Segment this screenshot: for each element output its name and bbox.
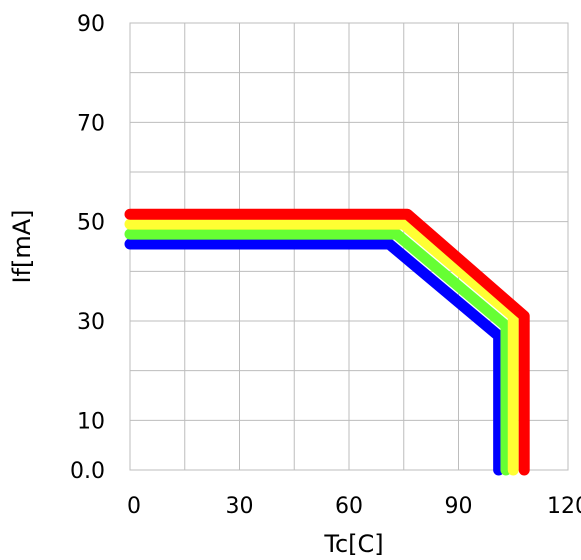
y-tick-label: 10 [77, 409, 105, 434]
x-axis-ticks: 0 30 60 90 120 [127, 494, 581, 519]
x-tick-label: 60 [335, 494, 363, 519]
x-tick-label: 30 [226, 494, 254, 519]
series-line-4 [124, 208, 530, 476]
y-axis-ticks: 0.0 10 30 50 70 90 [70, 12, 105, 484]
y-axis-label: If[mA] [8, 209, 36, 283]
series-line-1 [124, 238, 505, 476]
y-tick-label: 0.0 [70, 459, 105, 484]
y-tick-label: 50 [77, 211, 105, 236]
series-line-3 [124, 218, 519, 476]
y-tick-label: 30 [77, 310, 105, 335]
x-tick-label: 0 [127, 494, 141, 519]
series-line-2 [124, 228, 512, 476]
x-tick-label: 90 [445, 494, 473, 519]
y-tick-label: 90 [77, 12, 105, 37]
series-group [124, 208, 530, 476]
y-tick-label: 70 [77, 111, 105, 136]
x-tick-label: 120 [547, 494, 581, 519]
x-axis-label: Tc[C] [323, 530, 383, 558]
